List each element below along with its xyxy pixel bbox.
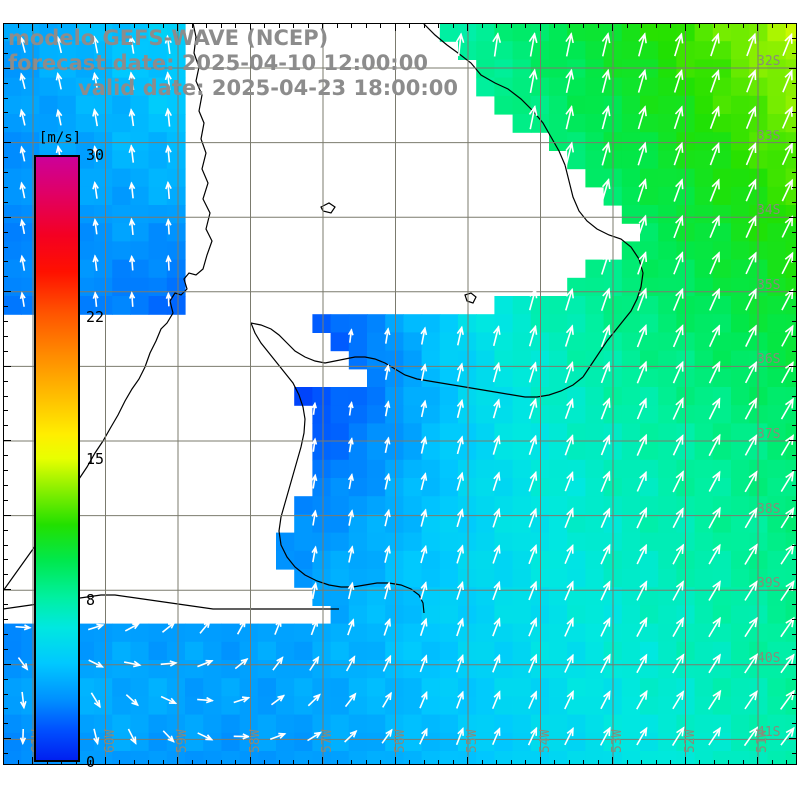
lat-label-41s: 41S [757, 725, 781, 741]
lon-label-55w: 55W [465, 729, 480, 753]
colorbar-tick-30: 30 [86, 146, 105, 164]
lon-label-60w: 60W [102, 729, 118, 753]
graticule [3, 23, 797, 765]
wind-direction-arrows [15, 32, 795, 747]
colorbar-tick-8: 8 [86, 591, 96, 610]
colorbar-tick-22: 22 [86, 307, 105, 326]
page-title: modelo GEFS-WAVE (NCEP) forecast date: 2… [8, 26, 528, 101]
lon-label-56w: 56W [392, 729, 408, 753]
colorbar-tick-15: 15 [86, 449, 105, 468]
lon-label-52w: 52W [682, 729, 698, 753]
colorbar-unit-label: [m/s] [38, 130, 82, 146]
map-plot-area[interactable] [3, 23, 797, 765]
lon-label-53w: 53W [610, 729, 625, 753]
lon-label-57w: 57W [320, 729, 335, 753]
lat-label-38s: 38S [757, 501, 781, 517]
windspeed-raster [3, 23, 797, 765]
lat-label-33s: 33S [757, 128, 781, 144]
colorbar[interactable] [34, 155, 80, 762]
lon-label-58w: 58W [247, 729, 263, 753]
title-valid-date: valid date: 2025-04-23 18:00:00 [78, 76, 458, 100]
lat-label-37s: 37S [757, 427, 781, 442]
title-forecast-date: forecast date: 2025-04-10 12:00:00 [8, 51, 428, 75]
lon-label-59w: 59W [175, 729, 190, 753]
colorbar-tick-0: 0 [86, 753, 96, 771]
lat-label-39s: 39S [757, 576, 781, 592]
map-canvas [3, 23, 797, 765]
lat-label-35s: 35S [757, 277, 781, 293]
title-model-line: modelo GEFS-WAVE (NCEP) [8, 26, 329, 50]
lat-label-34s: 34S [757, 203, 781, 219]
lat-label-40s: 40S [757, 650, 781, 666]
lon-label-54w: 54W [537, 729, 553, 753]
lat-label-36s: 36S [757, 352, 781, 368]
lat-label-32s: 32S [757, 54, 781, 69]
